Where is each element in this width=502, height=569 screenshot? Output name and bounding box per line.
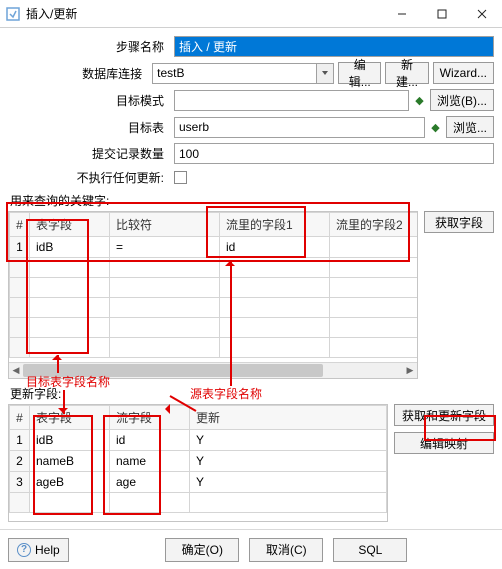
help-icon: ?: [17, 543, 31, 557]
edit-mapping-button[interactable]: 编辑映射: [394, 432, 494, 454]
upd-col-field: 表字段: [30, 406, 110, 430]
table-row: 2 nameB name Y: [10, 451, 387, 472]
upd-col-upd: 更新: [190, 406, 387, 430]
conn-wizard-button[interactable]: Wizard...: [433, 62, 494, 84]
schema-label: 目标模式: [8, 92, 170, 109]
conn-combo[interactable]: [152, 63, 316, 84]
update-section-label: 更新字段:: [10, 385, 494, 402]
keys-col-num: #: [10, 213, 30, 237]
app-icon: [6, 7, 20, 21]
keys-section-label: 用来查询的关键字:: [10, 192, 494, 209]
scroll-left-icon[interactable]: ◀: [9, 363, 23, 378]
conn-dropdown-icon[interactable]: [316, 63, 334, 84]
conn-new-button[interactable]: 新建...: [385, 62, 428, 84]
table-browse-button[interactable]: 浏览...: [446, 116, 494, 138]
conn-label: 数据库连接: [8, 65, 148, 82]
table-row: [10, 338, 419, 358]
table-var-icon[interactable]: ◆: [429, 117, 442, 138]
schema-browse-button[interactable]: 浏览(B)...: [430, 89, 494, 111]
update-table-wrap: # 表字段 流字段 更新 1 idB id Y 2 nameB nam: [8, 404, 388, 522]
table-row: [10, 258, 419, 278]
get-keys-fields-button[interactable]: 获取字段: [424, 211, 494, 233]
keys-table-wrap: # 表字段 比较符 流里的字段1 流里的字段2 1 idB = id: [8, 211, 418, 379]
keys-col-comp: 比较符: [110, 213, 220, 237]
keys-h-scrollbar[interactable]: ◀ ▶: [9, 362, 417, 378]
minimize-button[interactable]: [382, 0, 422, 27]
upd-col-stream: 流字段: [110, 406, 190, 430]
table-input[interactable]: [174, 117, 425, 138]
ok-button[interactable]: 确定(O): [165, 538, 239, 562]
schema-var-icon[interactable]: ◆: [413, 90, 426, 111]
update-table[interactable]: # 表字段 流字段 更新 1 idB id Y 2 nameB nam: [9, 405, 387, 513]
commit-input[interactable]: [174, 143, 494, 164]
keys-col-field: 表字段: [30, 213, 110, 237]
keys-col-s2: 流里的字段2: [330, 213, 419, 237]
maximize-button[interactable]: [422, 0, 462, 27]
sql-button[interactable]: SQL: [333, 538, 407, 562]
get-update-fields-button[interactable]: 获取和更新字段: [394, 404, 494, 426]
table-row: 1 idB = id: [10, 237, 419, 258]
table-label: 目标表: [8, 119, 170, 136]
noupdate-checkbox[interactable]: [174, 171, 187, 184]
noupdate-label: 不执行任何更新:: [8, 169, 170, 186]
step-name-label: 步骤名称: [8, 38, 170, 55]
scroll-right-icon[interactable]: ▶: [403, 363, 417, 378]
table-row: 1 idB id Y: [10, 430, 387, 451]
window-title: 插入/更新: [26, 5, 382, 22]
table-row: [10, 493, 387, 513]
conn-edit-button[interactable]: 编辑...: [338, 62, 381, 84]
scroll-thumb[interactable]: [23, 364, 323, 377]
title-bar: 插入/更新: [0, 0, 502, 28]
table-row: [10, 298, 419, 318]
cancel-button[interactable]: 取消(C): [249, 538, 323, 562]
keys-col-s1: 流里的字段1: [220, 213, 330, 237]
help-button[interactable]: ? Help: [8, 538, 69, 562]
keys-table[interactable]: # 表字段 比较符 流里的字段1 流里的字段2 1 idB = id: [9, 212, 418, 358]
close-button[interactable]: [462, 0, 502, 27]
table-row: [10, 278, 419, 298]
step-name-input[interactable]: [174, 36, 494, 57]
table-row: 3 ageB age Y: [10, 472, 387, 493]
table-row: [10, 318, 419, 338]
footer-bar: ? Help 确定(O) 取消(C) SQL: [0, 529, 502, 569]
upd-col-num: #: [10, 406, 30, 430]
commit-label: 提交记录数量: [8, 145, 170, 162]
schema-input[interactable]: [174, 90, 409, 111]
